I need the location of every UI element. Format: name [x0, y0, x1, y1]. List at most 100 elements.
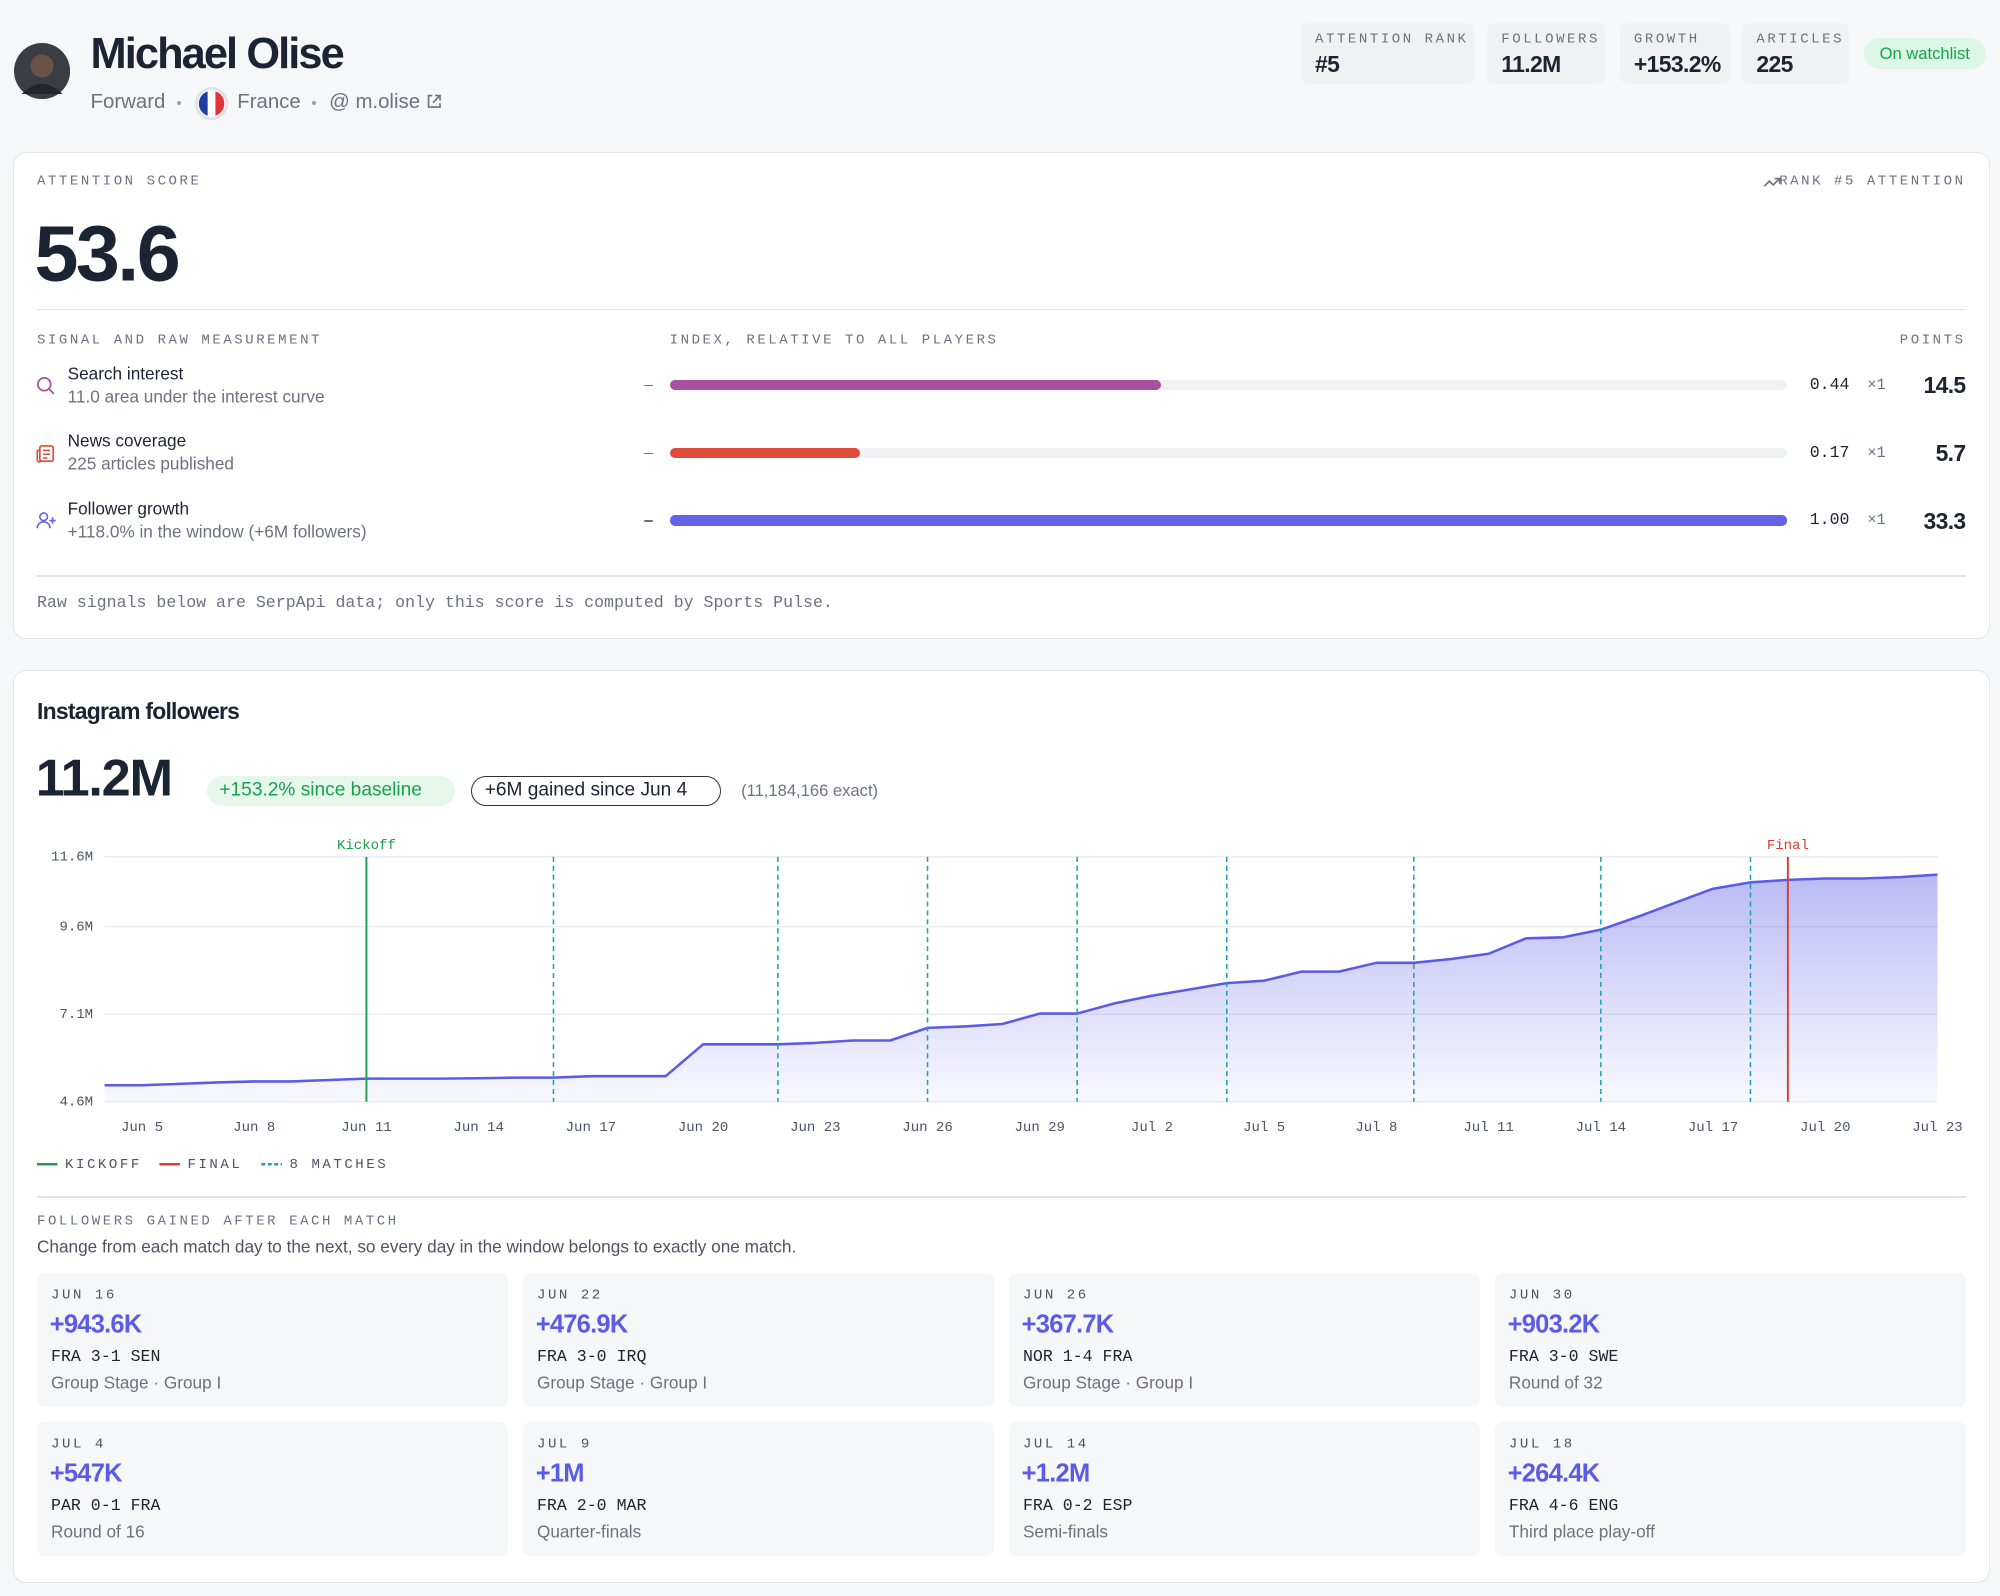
avatar [14, 43, 71, 100]
legend-label: 8 MATCHES [290, 1157, 389, 1173]
x-tick-label: Jun 20 [678, 1120, 728, 1136]
match-score: FRA 3-1 SEN [51, 1347, 161, 1367]
separator [312, 100, 317, 105]
separator [177, 100, 182, 105]
legend-label: FINAL [187, 1157, 242, 1173]
gained-pill [470, 775, 722, 806]
country: France [237, 90, 301, 113]
match-date: JUN 22 [536, 1287, 603, 1304]
x-tick-label: Jul 2 [1131, 1120, 1173, 1136]
section-label: ATTENTION SCORE [36, 173, 202, 190]
growth-pill [206, 775, 456, 807]
x-tick-label: Jul 8 [1355, 1120, 1397, 1136]
legend-label: KICKOFF [65, 1157, 142, 1173]
stat-box [1487, 22, 1605, 85]
match-stage: Group Stage · Group I [1022, 1372, 1194, 1393]
stat-value: 225 [1756, 51, 1793, 78]
section-title: Instagram followers [36, 697, 240, 724]
y-tick-label: 9.6M [59, 920, 93, 936]
match-card [1494, 1422, 1966, 1557]
external-link-icon[interactable] [426, 93, 443, 110]
match-gain: +903.2K [1507, 1310, 1601, 1339]
match-gain: +943.6K [49, 1310, 143, 1339]
match-gain: +1M [535, 1460, 585, 1489]
signal-name: Search interest [67, 363, 184, 384]
stat-box [1742, 22, 1850, 85]
match-gain: +367.7K [1021, 1310, 1115, 1339]
signal-detail: 225 articles published [67, 453, 234, 474]
rank-label: RANK #5 ATTENTION [1779, 173, 1966, 190]
x-tick-label: Jun 5 [121, 1120, 163, 1136]
attention-card [12, 151, 1990, 640]
arrow [644, 452, 654, 455]
match-date: JUL 9 [536, 1436, 592, 1453]
footnote: Raw signals below are SerpApi data; only… [36, 593, 833, 613]
match-gain: +1.2M [1021, 1460, 1091, 1489]
match-score: FRA 3-0 SWE [1508, 1347, 1619, 1367]
index-bar [669, 380, 1162, 391]
x-tick-label: Jun 11 [341, 1120, 391, 1136]
follower-icon [36, 512, 56, 529]
index-label: 0.44 [1809, 375, 1850, 395]
player-name: Michael Olise [90, 29, 345, 78]
match-score: FRA 0-2 ESP [1022, 1496, 1133, 1516]
marker-label: Final [1767, 838, 1809, 854]
trend-icon [1763, 177, 1781, 187]
y-tick-label: 7.1M [59, 1007, 93, 1023]
news-icon [36, 444, 54, 463]
watchlist[interactable]: On watchlist [1879, 43, 1970, 63]
growth: +153.2% since baseline [219, 779, 422, 801]
stat-value: 11.2M [1501, 51, 1561, 78]
signal-name: Follower growth [67, 498, 190, 519]
match-date: JUL 18 [1508, 1436, 1575, 1453]
weight: ×1 [1867, 376, 1886, 395]
stat-value: +153.2% [1633, 51, 1721, 78]
index-label: 1.00 [1809, 510, 1850, 530]
signal-name: News coverage [67, 430, 187, 451]
match-stage: Quarter-finals [536, 1521, 642, 1542]
section-label: FOLLOWERS GAINED AFTER EACH MATCH [36, 1213, 399, 1230]
match-stage: Round of 16 [51, 1521, 145, 1542]
match-stage: Group Stage · Group I [51, 1372, 222, 1393]
column-header: POINTS [1899, 332, 1966, 349]
match-date: JUN 26 [1022, 1287, 1089, 1304]
points: 33.3 [1923, 507, 1966, 534]
search-icon [36, 377, 55, 395]
x-tick-label: Jul 11 [1463, 1120, 1513, 1136]
match-date: JUN 30 [1508, 1287, 1575, 1304]
index-bar [669, 447, 860, 458]
match-score: FRA 2-0 MAR [536, 1496, 647, 1516]
x-tick-label: Jul 20 [1800, 1120, 1850, 1136]
x-tick-label: Jun 29 [1015, 1120, 1065, 1136]
index-bar [669, 515, 1787, 526]
line [104, 873, 1938, 1087]
column-header: INDEX, RELATIVE TO ALL PLAYERS [669, 332, 999, 349]
match-date: JUN 16 [51, 1287, 117, 1304]
match-date: JUL 14 [1022, 1436, 1089, 1453]
followers-chart: 4.6M 7.1M 9.6M 11.6M Jun 5 Jun 8 Jun 11 Jun 14 J… [36, 838, 1963, 1173]
x-tick-label: Jun 8 [233, 1120, 275, 1136]
match-gain: +547K [49, 1460, 123, 1489]
arrow [644, 385, 654, 387]
match-score: FRA 3-0 IRQ [536, 1347, 647, 1367]
stat-box [1619, 22, 1730, 85]
stat-label: FOLLOWERS [1501, 31, 1600, 48]
divider [36, 308, 1966, 310]
x-tick-label: Jun 17 [566, 1120, 616, 1136]
index-track [669, 447, 1787, 458]
match-card [1008, 1272, 1480, 1407]
match-card [522, 1272, 994, 1407]
watchlist-pill[interactable] [1863, 38, 1986, 69]
handle[interactable]: @ m.olise [329, 90, 421, 113]
x-tick-label: Jul 14 [1576, 1120, 1626, 1136]
attention-score: 53.6 [34, 208, 180, 298]
stat-label: GROWTH [1633, 31, 1700, 48]
exact-count: (11,184,166 exact) [741, 780, 879, 800]
match-stage: Semi-finals [1022, 1521, 1109, 1542]
column-header: SIGNAL AND RAW MEASUREMENT [36, 332, 322, 349]
signal-detail: +118.0% in the window (+6M followers) [67, 521, 367, 542]
weight: ×1 [1867, 443, 1886, 462]
match-card [36, 1422, 508, 1557]
